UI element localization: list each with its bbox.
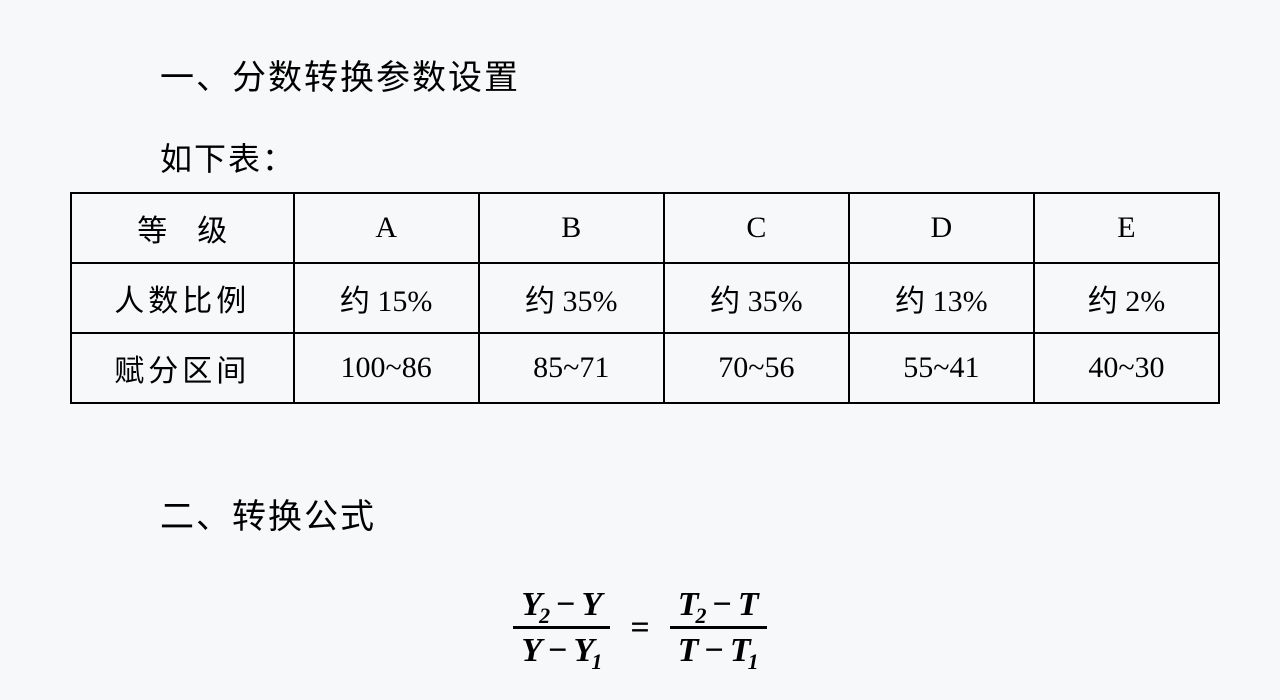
sub: 1 [591,649,602,674]
sub: 2 [539,603,550,628]
cell: 约 35% [479,263,664,333]
table-row: 赋分区间 100~86 85~71 70~56 55~41 40~30 [71,333,1219,403]
cell: 70~56 [664,333,849,403]
row-label-ratio: 人数比例 [71,263,294,333]
left-denominator: Y−Y1 [513,629,610,672]
section-2-title: 二、转换公式 [160,489,1210,538]
cell: 100~86 [294,333,479,403]
header-col-B: B [479,193,664,263]
equals-sign: = [630,609,649,647]
cell: 55~41 [849,333,1034,403]
grade-conversion-table: 等 级 A B C D E 人数比例 约 15% 约 35% 约 35% 约 1… [70,192,1220,404]
minus: − [704,632,723,669]
table-header-row: 等 级 A B C D E [71,193,1219,263]
cell: 85~71 [479,333,664,403]
row-label-range: 赋分区间 [71,333,294,403]
header-col-E: E [1034,193,1219,263]
header-col-C: C [664,193,849,263]
section-1-title: 一、分数转换参数设置 [160,50,1210,99]
var: T [678,632,699,669]
var: T [738,586,759,623]
table-intro: 如下表： [160,134,1210,180]
cell: 约 13% [849,263,1034,333]
header-col-D: D [849,193,1034,263]
sub: 1 [748,649,759,674]
cell: 约 35% [664,263,849,333]
minus: − [548,632,567,669]
sub: 2 [695,603,706,628]
var: Y [521,632,542,669]
var: Y [582,586,603,623]
conversion-formula: Y2−Y Y−Y1 = T2−T T−T1 [507,583,772,673]
cell: 约 2% [1034,263,1219,333]
minus: − [712,586,731,623]
header-col-A: A [294,193,479,263]
cell: 40~30 [1034,333,1219,403]
header-label: 等 级 [71,193,294,263]
right-denominator: T−T1 [670,629,767,672]
table-row: 人数比例 约 15% 约 35% 约 35% 约 13% 约 2% [71,263,1219,333]
left-fraction: Y2−Y Y−Y1 [513,583,610,673]
left-numerator: Y2−Y [513,583,610,629]
cell: 约 15% [294,263,479,333]
right-fraction: T2−T T−T1 [670,583,767,673]
right-numerator: T2−T [670,583,767,629]
minus: − [556,586,575,623]
